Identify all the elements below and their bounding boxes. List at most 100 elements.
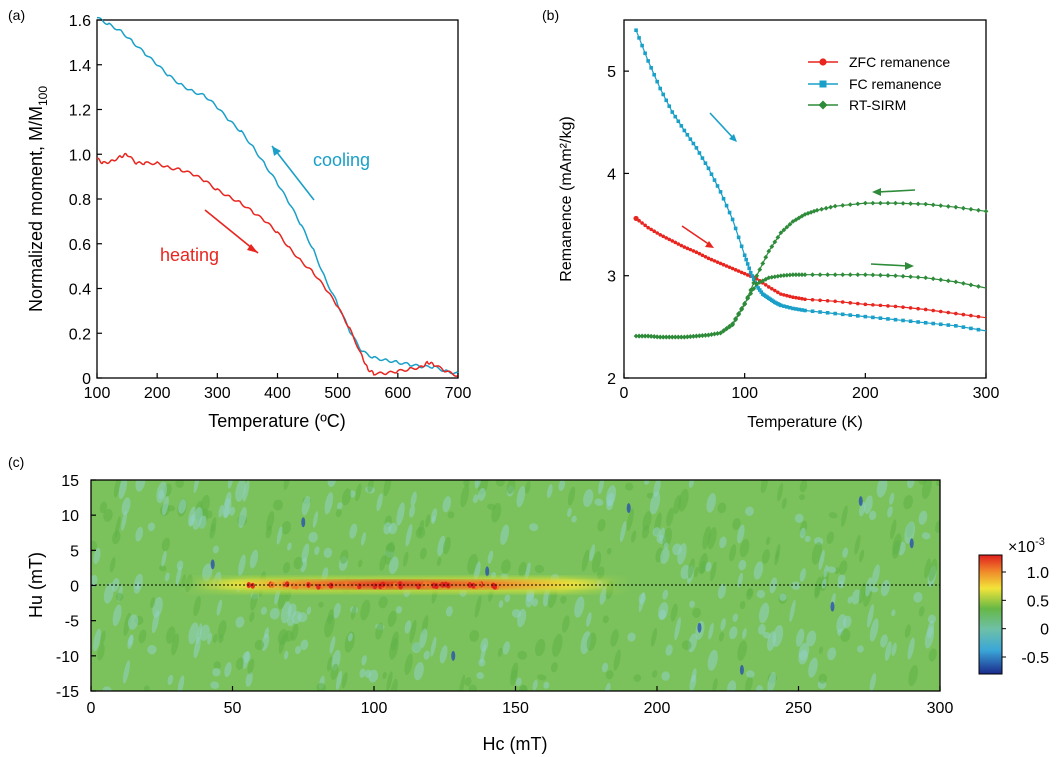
forc-noise-streak <box>439 645 448 664</box>
panel-b-marker <box>681 334 687 340</box>
panel-b-marker <box>893 317 898 322</box>
panel-b-marker <box>687 334 693 339</box>
panel-b-marker <box>721 328 726 334</box>
rtsirm-warming-arrow <box>870 263 909 267</box>
forc-noise-streak <box>799 480 808 493</box>
panel-b-marker <box>862 272 868 278</box>
forc-noise-streak <box>652 527 661 537</box>
forc-noise-streak <box>287 603 297 619</box>
forc-noise-streak <box>193 595 201 617</box>
panel-b-marker <box>782 293 786 297</box>
forc-noise-streak <box>908 665 918 687</box>
forc-noise-streak <box>175 480 185 488</box>
forc-noise-streak <box>308 531 318 543</box>
forc-noise-streak <box>661 671 670 681</box>
panel-b-marker <box>840 300 845 304</box>
forc-noise-streak <box>821 578 827 589</box>
forc-noise-streak <box>823 564 829 578</box>
forc-noise-streak <box>166 626 176 644</box>
panel-b-marker <box>694 146 699 150</box>
forc-noise-streak <box>463 480 470 487</box>
forc-noise-streak <box>871 564 880 586</box>
panel-b-marker <box>810 297 815 302</box>
forc-noise-streak <box>594 498 604 506</box>
forc-noise-streak <box>326 656 333 672</box>
panel-b-marker <box>833 311 837 316</box>
forc-noise-streak <box>794 513 804 523</box>
forc-noise-streak <box>249 611 255 623</box>
forc-noise-streak <box>474 595 482 618</box>
panel-b-marker <box>685 246 690 251</box>
forc-noise-streak <box>742 628 747 639</box>
panel-b-marker <box>773 288 777 293</box>
colorbar-scale-label: ×10-3 <box>1008 536 1045 556</box>
panel-b-marker <box>682 128 687 133</box>
panel-b-marker <box>803 297 807 302</box>
forc-noise-streak <box>335 508 342 518</box>
panel-b-marker <box>772 239 778 245</box>
panel-b-marker <box>791 295 795 299</box>
forc-noise-streak <box>552 633 563 657</box>
panel-b-marker <box>727 265 732 270</box>
panel-b-marker <box>938 309 943 314</box>
panel-b-marker <box>721 262 726 267</box>
forc-noise-streak <box>631 530 637 543</box>
panel-b-marker <box>848 313 853 317</box>
panel-b-marker <box>840 312 845 317</box>
panel-b-marker <box>810 272 815 278</box>
forc-noise-streak <box>772 624 784 648</box>
panel-b-series-line-2 <box>636 202 987 338</box>
panel-b-marker <box>697 333 702 339</box>
panel-c-x-tick-label: 100 <box>361 700 388 717</box>
panel-b-marker <box>782 304 786 308</box>
forc-noise-streak <box>360 599 371 621</box>
panel-b-marker <box>893 273 898 279</box>
panel-b-marker <box>790 272 796 278</box>
panel-b-marker <box>915 201 921 207</box>
panel-b-marker <box>703 332 708 338</box>
forc-noise-streak <box>103 508 113 522</box>
panel-b-marker <box>954 311 958 316</box>
panel-b-marker <box>908 319 913 324</box>
panel-b-marker <box>796 215 802 221</box>
forc-noise-streak <box>890 519 897 540</box>
forc-noise-streak <box>490 572 497 579</box>
forc-noise-streak <box>364 669 372 678</box>
forc-noise-streak <box>127 614 139 630</box>
panel-b-marker <box>793 217 799 223</box>
panel-c-x-tick-label: 300 <box>927 700 954 717</box>
panel-b-marker <box>664 98 669 103</box>
panel-c-x-tick-label: 150 <box>502 700 529 717</box>
panel-c-y-tick-label: 10 <box>61 508 79 525</box>
forc-noise-streak <box>642 511 652 531</box>
forc-noise-streak <box>591 551 602 573</box>
forc-noise-streak <box>235 657 245 670</box>
panel-c-x-axis-label: Hc (mT) <box>483 734 548 754</box>
forc-noise-streak <box>605 485 617 506</box>
panel-b-marker <box>645 333 651 339</box>
forc-noise-streak <box>777 482 784 502</box>
forc-noise-streak <box>159 565 167 572</box>
forc-noise-streak <box>166 505 175 512</box>
forc-noise-streak <box>379 555 387 571</box>
panel-b-marker <box>757 279 763 285</box>
forc-noise-streak <box>758 623 766 635</box>
panel-b-marker <box>654 334 660 340</box>
panel-a-y-tick-label: 1.4 <box>69 58 91 75</box>
forc-negative-spot <box>451 650 456 661</box>
forc-noise-streak <box>193 480 200 494</box>
panel-b-marker <box>760 261 766 266</box>
forc-noise-streak <box>188 622 199 645</box>
panel-b-marker <box>923 320 928 325</box>
forc-noise-streak <box>323 547 333 558</box>
legend-rtsirm-label: RT-SIRM <box>849 97 906 113</box>
forc-noise-streak <box>91 540 98 553</box>
forc-noise-streak <box>266 511 275 531</box>
panel-b-x-tick-label: 0 <box>620 385 629 402</box>
forc-noise-streak <box>765 536 771 546</box>
forc-noise-streak <box>814 583 821 599</box>
forc-noise-streak <box>869 510 877 521</box>
panel-c-y-tick-label: 0 <box>70 579 79 596</box>
forc-noise-streak <box>341 672 348 689</box>
forc-noise-streak <box>876 480 888 498</box>
